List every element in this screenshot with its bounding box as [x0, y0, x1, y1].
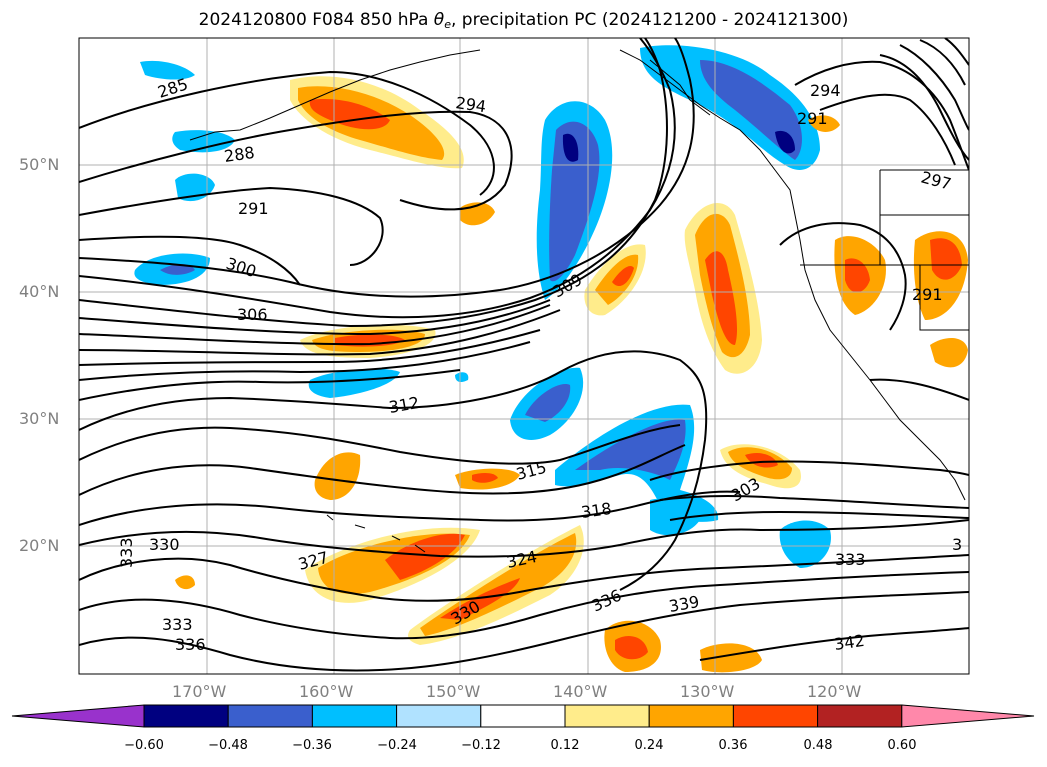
colorbar-bin: [648, 704, 734, 728]
colorbar-tick-label: −0.36: [292, 738, 332, 753]
colorbar: [11, 704, 1035, 728]
colorbar-bin: [480, 704, 566, 728]
colorbar-tick-label: 0.36: [718, 738, 748, 753]
contour-label: 300: [224, 254, 259, 282]
contour-label: 318: [580, 499, 613, 522]
contour-label: 291: [912, 285, 943, 304]
graticule: [79, 38, 969, 674]
title-prefix: 2024120800 F084 850 hPa: [198, 10, 434, 30]
contour-label: 342: [833, 631, 866, 654]
colorbar-tick-label: 0.60: [887, 738, 917, 753]
colorbar-bin: [311, 704, 398, 728]
latitude-label: 30°N: [19, 409, 60, 428]
contour-label: 294: [454, 93, 487, 116]
contour-label: 291: [238, 199, 269, 218]
colorbar-extend-high: [901, 704, 1035, 728]
latitude-label: 40°N: [19, 282, 60, 301]
colorbar-tick-label: 0.12: [550, 738, 580, 753]
colorbar-tick-label: −0.48: [208, 738, 248, 753]
longitude-label: 170°W: [172, 682, 227, 701]
contour-label: 297: [919, 168, 953, 194]
contour-label: 330: [149, 535, 180, 554]
longitude-label: 160°W: [299, 682, 354, 701]
contour-label: 312: [387, 393, 420, 417]
colorbar-extend-low: [11, 704, 145, 728]
contour-label: 306: [237, 305, 268, 324]
colorbar-tick-label: 0.48: [803, 738, 833, 753]
latitude-label: 50°N: [19, 155, 60, 174]
longitude-label: 130°W: [680, 682, 735, 701]
colorbar-tick-label: 0.24: [634, 738, 664, 753]
colorbar-tick-label: −0.12: [461, 738, 501, 753]
longitude-label: 120°W: [807, 682, 862, 701]
map-title: 2024120800 F084 850 hPa θe, precipitatio…: [0, 10, 1047, 31]
contour-label: 315: [514, 458, 548, 484]
longitude-label: 140°W: [553, 682, 608, 701]
theta-e-contours: [79, 38, 969, 672]
contour-label: 336: [175, 635, 206, 654]
map-frame: [78, 37, 970, 675]
colorbar-bin: [817, 704, 903, 728]
contour-label: 3: [952, 535, 962, 554]
contour-label: 294: [810, 81, 841, 100]
contour-label: 291: [797, 109, 828, 128]
title-theta-symbol: θ: [433, 10, 445, 30]
colorbar-tick-label: −0.60: [124, 738, 164, 753]
colorbar-bin: [227, 704, 313, 728]
title-theta-subscript: e: [444, 18, 451, 31]
colorbar-bin: [396, 704, 482, 728]
colorbar-tick-label: −0.24: [377, 738, 417, 753]
longitude-label: 150°W: [426, 682, 481, 701]
contour-label: 333: [162, 615, 193, 634]
colorbar-bin: [732, 704, 819, 728]
latitude-label: 20°N: [19, 536, 60, 555]
contour-label: 288: [223, 143, 256, 166]
map-field: [79, 38, 969, 674]
contour-label: 333: [117, 537, 136, 568]
colorbar-bin: [143, 704, 229, 728]
colorbar-bin: [564, 704, 650, 728]
contour-label: 339: [667, 592, 700, 616]
contour-label: 333: [835, 550, 866, 569]
contour-label: 336: [589, 585, 625, 615]
title-suffix: , precipitation PC (2024121200 - 2024121…: [450, 10, 849, 30]
